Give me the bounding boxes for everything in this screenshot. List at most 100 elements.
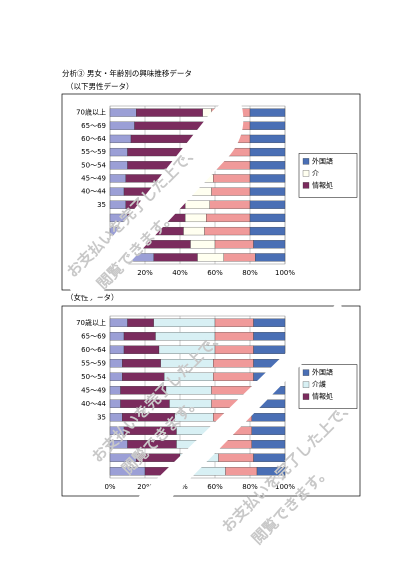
bar-segment (249, 108, 286, 117)
bar-segment (209, 200, 251, 209)
x-tick-label: 60% (207, 269, 223, 277)
x-tick-label: 0% (104, 483, 115, 491)
y-tick-label: 70歳以上 (76, 108, 106, 117)
bar-segment (253, 240, 286, 249)
legend-swatch (302, 182, 310, 189)
y-tick-label: 35 (97, 413, 106, 421)
legend-swatch (302, 158, 310, 165)
bar-segment (249, 200, 286, 209)
bar-segment (109, 318, 128, 327)
x-tick-label: 80% (242, 483, 258, 491)
bar-segment (109, 345, 125, 354)
bar-segment (253, 318, 286, 327)
bar-segment (127, 318, 154, 327)
bar-segment (211, 187, 251, 196)
bar-segment (109, 372, 123, 381)
y-tick-label: 60～64 (81, 346, 106, 354)
y-tick-label: 70歳以上 (76, 318, 106, 327)
bar-segment (255, 253, 286, 262)
bar-segment (253, 332, 286, 341)
y-tick-label: 65～69 (81, 122, 106, 130)
bar-segment (185, 213, 207, 223)
bar-segment (214, 240, 254, 249)
legend-label: 外国語 (312, 368, 333, 377)
bar-segment (251, 426, 286, 435)
legend-swatch (302, 170, 310, 177)
bar-segment (218, 453, 254, 462)
x-tick-label: 100% (275, 483, 295, 491)
y-tick-label: 55～59 (81, 359, 106, 367)
bar-segment (136, 108, 203, 117)
bar-segment (249, 226, 286, 236)
bar-segment (122, 359, 161, 368)
bar-segment (213, 359, 254, 368)
bar-segment (223, 253, 256, 262)
x-tick-label: 80% (242, 269, 258, 277)
legend-swatch (302, 393, 310, 400)
bar-segment (134, 121, 205, 130)
bar-segment (214, 318, 254, 327)
y-tick-label: 35 (97, 201, 106, 209)
y-tick-label: 65～69 (81, 332, 106, 340)
legend-label: 外国語 (312, 156, 333, 165)
legend-label: 情報処 (312, 392, 333, 401)
legend-label: 介護 (312, 380, 326, 389)
bar-segment (183, 226, 205, 236)
bar-segment (256, 467, 286, 476)
bar-segment (109, 359, 123, 368)
bar-segment (153, 318, 216, 327)
y-tick-label: 50～54 (81, 161, 106, 169)
bar-segment (225, 467, 258, 476)
legend-label: 介 (312, 169, 319, 177)
page-title: 分析③ 男女・年齢別の興味推移データ (62, 68, 192, 78)
bar-segment (213, 174, 251, 183)
x-tick-label: 40% (172, 269, 188, 277)
bar-segment (109, 147, 128, 157)
watermark-band (130, 300, 345, 520)
subtitle: （以下男性データ） (66, 81, 134, 91)
y-tick-label: 45～49 (81, 386, 106, 394)
legend-label: 情報処 (312, 180, 333, 189)
bar-segment (109, 332, 125, 341)
bar-segment (109, 187, 125, 196)
bar-segment (109, 399, 121, 408)
bar-segment (251, 413, 286, 422)
legend-swatch (302, 381, 310, 388)
bar-segment (109, 121, 135, 130)
bar-segment (253, 345, 286, 354)
bar-segment (213, 372, 254, 381)
bar-segment (123, 345, 160, 354)
bar-segment (249, 134, 286, 144)
bar-segment (251, 440, 286, 449)
bar-segment (249, 121, 286, 130)
x-tick-label: 60% (207, 483, 223, 491)
legend-swatch (302, 369, 310, 376)
bar-segment (253, 453, 286, 462)
y-tick-label: 40～44 (81, 188, 106, 196)
bar-segment (206, 213, 251, 223)
bar-segment (109, 386, 121, 395)
bar-segment (249, 213, 286, 223)
bar-segment (122, 372, 165, 381)
bar-segment (249, 174, 286, 183)
y-tick-label: 55～59 (81, 148, 106, 156)
charts: 0% 20% 40% 60% 80% 100% 70歳以上 65～69 60～64 55～59 50… (61, 93, 361, 497)
y-tick-label: 40～44 (81, 400, 106, 408)
bar-segment (185, 200, 210, 209)
bar-segment (249, 187, 286, 196)
bar-segment (249, 161, 286, 170)
bar-segment (109, 161, 128, 170)
bar-segment (204, 226, 251, 236)
bar-segment (190, 240, 216, 249)
bar-segment (109, 174, 126, 183)
x-tick-label: 20% (137, 483, 153, 491)
y-tick-label: 50～54 (81, 373, 106, 381)
bar-segment (153, 253, 198, 262)
watermark-band (70, 99, 244, 300)
bar-segment (109, 134, 132, 144)
x-tick-label: 20% (137, 269, 153, 277)
bar-segment (109, 108, 137, 117)
y-tick-label: 45～49 (81, 174, 106, 182)
bar-segment (214, 345, 254, 354)
